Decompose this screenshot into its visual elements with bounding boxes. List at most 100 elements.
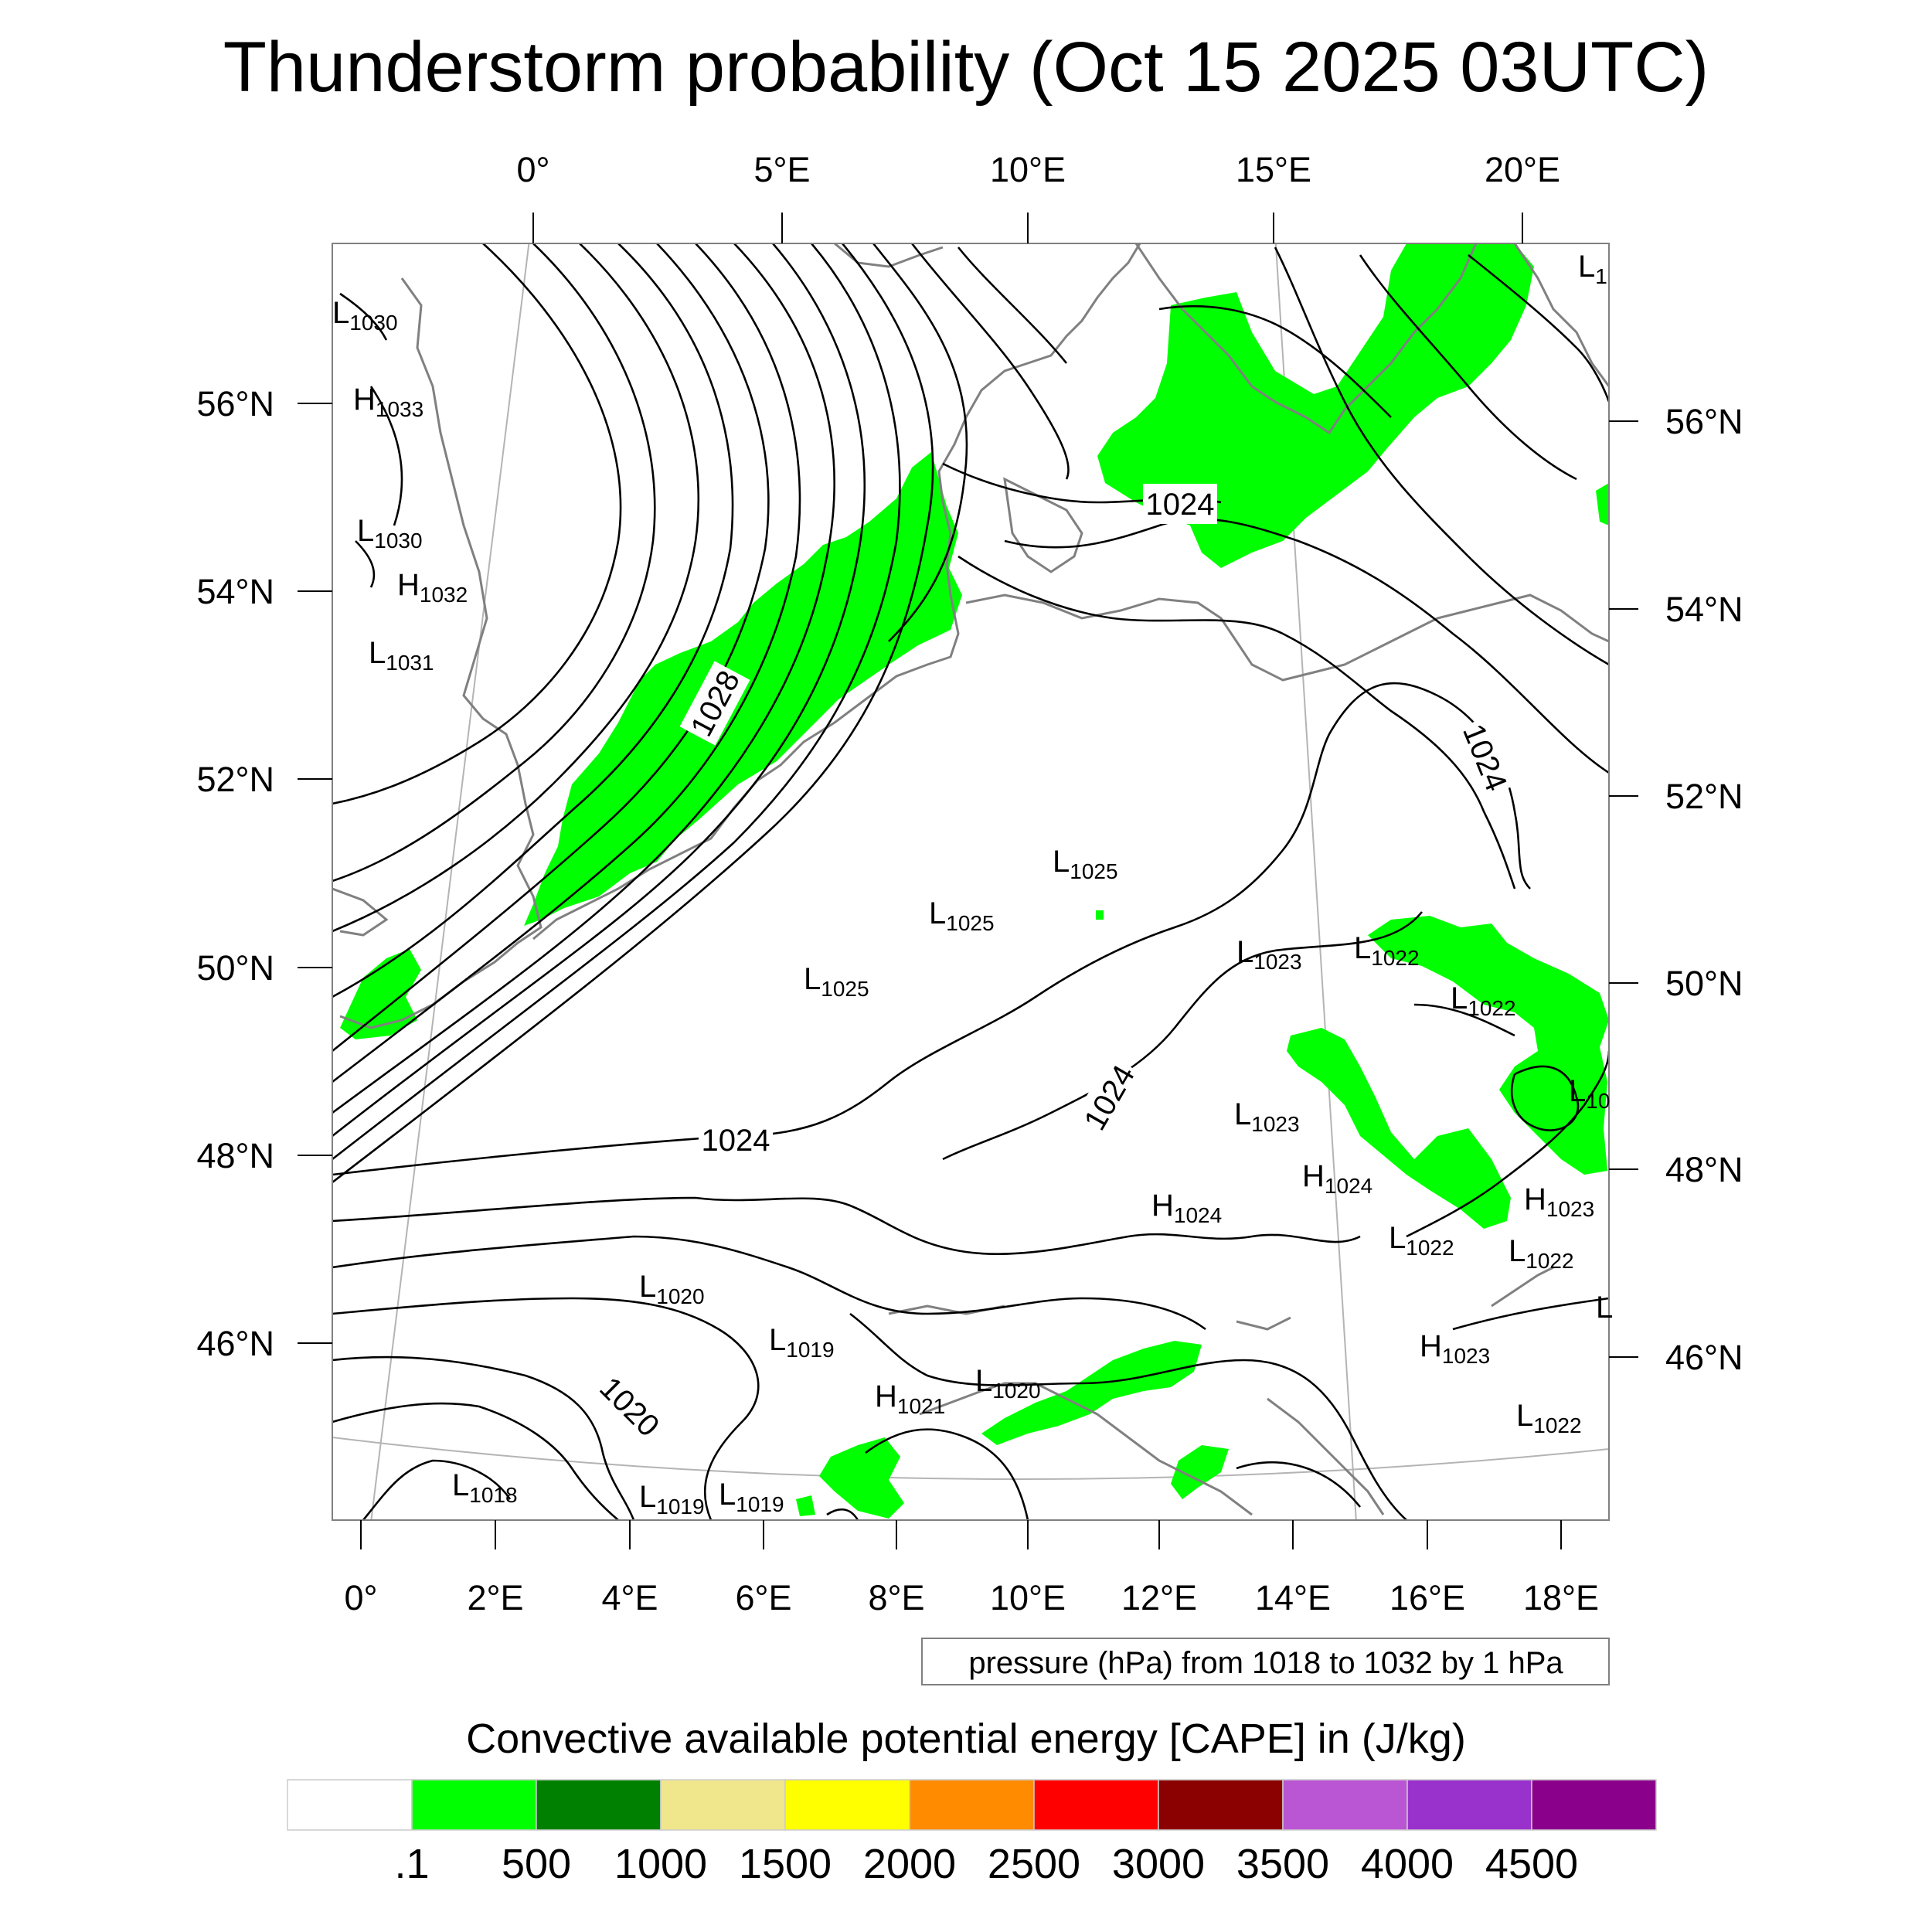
pressure-center-marker: L1 — [1578, 250, 1607, 288]
pressure-center-marker: L1023 — [1236, 935, 1302, 974]
pressure-center-marker: H1024 — [1151, 1189, 1222, 1227]
colorbar-label: 3000 — [1112, 1841, 1205, 1887]
right-tick-label: 50°N — [1665, 964, 1743, 1003]
colorbar-box — [1531, 1779, 1657, 1831]
colorbar-label: 1000 — [614, 1841, 707, 1887]
bottom-tick-label: 6°E — [735, 1578, 791, 1617]
colorbar-boxes — [287, 1779, 1657, 1831]
cape-region-liguria — [819, 1437, 904, 1519]
pressure-note-text: pressure (hPa) from 1018 to 1032 by 1 hP… — [968, 1646, 1563, 1680]
cape-region-adriatic-north — [981, 1341, 1202, 1445]
left-tick-label: 46°N — [196, 1324, 274, 1363]
coast-denmark-islands — [1003, 477, 1083, 573]
colorbar-box — [536, 1779, 662, 1831]
bottom-tick-label: 10°E — [990, 1578, 1066, 1617]
pressure-centers: L1030 H1033 L1030 H1032 L1031 L1025 L102… — [332, 250, 1613, 1519]
colorbar-box — [1158, 1779, 1284, 1831]
colorbar-label: 1500 — [739, 1841, 832, 1887]
pressure-center-marker: L1031 — [369, 636, 434, 675]
colorbar-label: .1 — [394, 1841, 429, 1887]
pressure-center-marker: L1019 — [769, 1323, 835, 1362]
left-tick-label: 56°N — [196, 384, 274, 423]
bottom-tick-label: 16°E — [1389, 1578, 1465, 1617]
colorbar-labels: .1 500 1000 1500 2000 2500 3000 3500 4000 4500 — [394, 1841, 1578, 1887]
coast-hungary-lake — [1491, 1266, 1554, 1308]
colorbar-title: Convective available potential energy [C… — [466, 1716, 1466, 1762]
pressure-center-marker: L1020 — [975, 1364, 1041, 1403]
pressure-center-marker: H1032 — [397, 568, 468, 607]
map-frame — [332, 243, 1610, 1521]
right-tick-label: 46°N — [1665, 1338, 1743, 1377]
isobar-1020 — [332, 1402, 619, 1520]
bottom-tick-label: 12°E — [1121, 1578, 1197, 1617]
colorbar: Convective available potential energy [C… — [287, 1716, 1657, 1887]
left-axis: 56°N 54°N 52°N 50°N 48°N 46°N — [196, 384, 332, 1363]
bottom-tick-label: 8°E — [868, 1578, 924, 1617]
right-axis: 56°N 54°N 52°N 50°N 48°N 46°N — [1609, 402, 1743, 1377]
isobars — [332, 243, 1609, 1520]
left-tick-label: 50°N — [196, 948, 274, 988]
colorbar-label: 3500 — [1236, 1841, 1329, 1887]
pressure-center-marker: L1025 — [929, 896, 995, 935]
left-tick-label: 48°N — [196, 1136, 274, 1175]
colorbar-box — [411, 1779, 537, 1831]
right-tick-label: 52°N — [1665, 777, 1743, 816]
right-tick-label: 56°N — [1665, 402, 1743, 441]
pressure-center-marker: L1030 — [357, 514, 423, 553]
cape-region-czech — [1287, 1028, 1511, 1229]
top-tick-label: 5°E — [753, 150, 810, 189]
coast-italy-west — [919, 1382, 1253, 1516]
pressure-center-marker: L1020 — [639, 1270, 705, 1308]
pressure-center-marker: L1022 — [1389, 1221, 1454, 1260]
pressure-center-marker: H1023 — [1524, 1182, 1594, 1221]
coast-continent — [532, 243, 1141, 940]
pressure-center-marker: L1022 — [1354, 931, 1420, 970]
cape-region-baltic-edge — [1596, 483, 1609, 526]
pressure-center-marker: H1024 — [1302, 1159, 1372, 1198]
pressure-center-marker: L1018 — [452, 1468, 518, 1507]
top-tick-label: 15°E — [1236, 150, 1311, 189]
cape-region-poland-south — [1368, 916, 1609, 1175]
pressure-center-marker: L1019 — [639, 1480, 705, 1519]
cape-region-english-channel — [340, 949, 421, 1039]
colorbar-box — [1282, 1779, 1408, 1831]
coast-ireland — [332, 887, 389, 937]
colorbar-label: 4500 — [1485, 1841, 1578, 1887]
cape-region-adriatic-south — [1171, 1445, 1229, 1499]
bottom-axis: 0° 2°E 4°E 6°E 8°E 10°E 12°E 14°E 16°E 1… — [344, 1520, 1599, 1617]
bottom-tick-label: 14°E — [1255, 1578, 1331, 1617]
pressure-note: pressure (hPa) from 1018 to 1032 by 1 hP… — [921, 1638, 1610, 1685]
left-tick-label: 52°N — [196, 760, 274, 799]
colorbar-box — [1033, 1779, 1159, 1831]
bottom-tick-label: 2°E — [467, 1578, 523, 1617]
pressure-center-marker: L1022 — [1509, 1234, 1574, 1273]
pressure-center-marker: H1023 — [1420, 1329, 1490, 1368]
coast-baltic-states — [1513, 243, 1609, 387]
pressure-center-marker: H1021 — [875, 1379, 945, 1418]
bottom-tick-label: 18°E — [1523, 1578, 1599, 1617]
colorbar-label: 2000 — [863, 1841, 956, 1887]
colorbar-label: 2500 — [988, 1841, 1080, 1887]
top-axis: 0° 5°E 10°E 15°E 20°E — [516, 150, 1560, 243]
top-tick-label: 10°E — [990, 150, 1066, 189]
colorbar-box — [287, 1779, 413, 1831]
colorbar-box — [1406, 1779, 1532, 1831]
coast-norway — [834, 243, 944, 268]
pressure-center-marker: H1033 — [353, 383, 423, 421]
colorbar-label: 4000 — [1361, 1841, 1454, 1887]
pressure-center-marker: L1025 — [1053, 845, 1118, 883]
isobar-label-group: 1028 1024 1024 1024 1024 1020 — [589, 484, 1519, 1447]
map-area — [332, 243, 1609, 1520]
isobar-label: 1024 — [702, 1124, 770, 1158]
pressure-center-marker: L1022 — [1451, 981, 1516, 1020]
cape-region-speck — [1096, 910, 1104, 920]
pressure-center-marker: L1023 — [1234, 1097, 1300, 1136]
left-tick-label: 54°N — [196, 572, 274, 611]
top-tick-label: 0° — [516, 150, 549, 189]
bottom-tick-label: 4°E — [601, 1578, 658, 1617]
pressure-center-marker: L1022 — [1516, 1399, 1582, 1437]
colorbar-label: 500 — [502, 1841, 571, 1887]
coast-sweden — [1134, 243, 1478, 435]
isobar-label: 1024 — [1146, 488, 1215, 522]
